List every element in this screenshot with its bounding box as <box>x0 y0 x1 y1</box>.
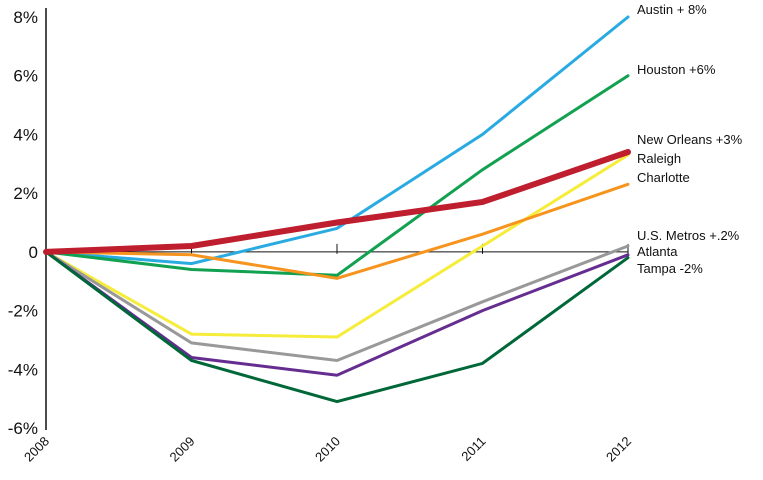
series-label: New Orleans +3% <box>637 132 743 147</box>
series-line <box>44 153 630 339</box>
series-label: Tampa -2% <box>637 261 703 276</box>
y-tick-label: 4% <box>13 125 38 144</box>
y-tick-label: -2% <box>8 302 38 321</box>
y-tick-label: -6% <box>8 419 38 438</box>
series-line <box>44 182 630 280</box>
series-line <box>44 244 630 363</box>
series-line <box>44 250 630 404</box>
series-line <box>44 250 630 377</box>
series-label: Charlotte <box>637 170 690 185</box>
x-tick-label: 2011 <box>458 434 488 464</box>
y-tick-label: -4% <box>8 360 38 379</box>
y-tick-label: 0 <box>29 243 38 262</box>
y-tick-label: 8% <box>13 8 38 27</box>
series-labels: Austin + 8% Houston +6% Raleigh Charlotte U.… <box>637 2 743 276</box>
series-label: Houston +6% <box>637 62 716 77</box>
x-tick-label: 2012 <box>603 434 634 465</box>
series-label: Austin + 8% <box>637 2 707 17</box>
series-line <box>44 15 630 266</box>
series-label: U.S. Metros +.2% <box>637 228 740 243</box>
series-label: Raleigh <box>637 151 681 166</box>
series-line <box>44 74 630 277</box>
x-tick-label: 2010 <box>312 434 343 465</box>
series-label: Atlanta <box>637 244 678 259</box>
x-tick-label: 2009 <box>167 434 198 465</box>
y-tick-label: 6% <box>13 67 38 86</box>
x-tick-label: 2008 <box>21 434 52 465</box>
series-line <box>43 149 631 255</box>
series-lines <box>43 15 631 404</box>
y-tick-label: 2% <box>13 184 38 203</box>
